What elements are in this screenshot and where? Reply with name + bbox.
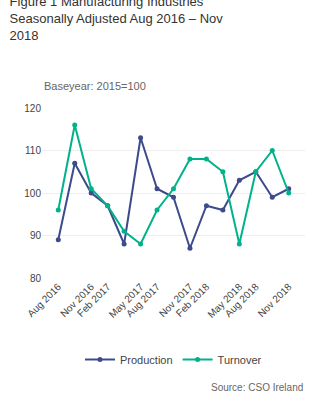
svg-text:90: 90 bbox=[30, 230, 42, 241]
svg-text:Feb 2018: Feb 2018 bbox=[174, 281, 212, 319]
svg-text:May 2018: May 2018 bbox=[205, 281, 244, 320]
svg-text:110: 110 bbox=[25, 145, 41, 156]
svg-text:Feb 2017: Feb 2017 bbox=[75, 281, 113, 319]
svg-text:Baseyear: 2015=100: Baseyear: 2015=100 bbox=[44, 80, 146, 92]
svg-text:Aug 2018: Aug 2018 bbox=[223, 281, 261, 319]
svg-text:May 2017: May 2017 bbox=[107, 281, 146, 320]
svg-text:Turnover: Turnover bbox=[218, 354, 262, 366]
svg-text:Aug 2017: Aug 2017 bbox=[124, 281, 162, 319]
svg-text:80: 80 bbox=[30, 273, 42, 284]
svg-text:Nov 2018: Nov 2018 bbox=[256, 281, 294, 319]
svg-text:Aug 2016: Aug 2016 bbox=[25, 281, 63, 319]
svg-text:100: 100 bbox=[24, 188, 41, 199]
svg-text:Nov 2017: Nov 2017 bbox=[157, 281, 195, 319]
svg-text:Production: Production bbox=[120, 354, 173, 366]
svg-text:120: 120 bbox=[24, 103, 41, 114]
svg-text:Source: CSO Ireland: Source: CSO Ireland bbox=[211, 382, 303, 393]
svg-text:Nov 2016: Nov 2016 bbox=[58, 281, 96, 319]
svg-text:Figure 1 Manufacturing Industr: Figure 1 Manufacturing IndustriesSeasona… bbox=[10, 0, 224, 43]
